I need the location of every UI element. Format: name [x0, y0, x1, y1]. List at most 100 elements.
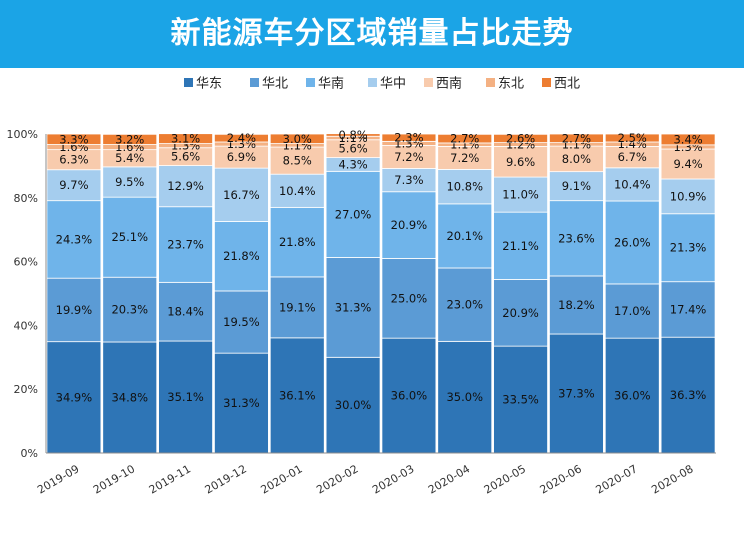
data-label: 31.3%: [335, 300, 372, 314]
x-tick-label: 2020-05: [482, 462, 528, 496]
data-label: 5.6%: [338, 142, 367, 156]
data-label: 23.6%: [558, 231, 595, 245]
legend-label-4: 华中: [380, 77, 406, 92]
bar-segment: [158, 165, 213, 208]
bar-segment: [549, 133, 604, 144]
bar-segment: [325, 170, 381, 258]
bar-segment: [604, 337, 660, 454]
bar-segment: [269, 276, 325, 339]
bar-segment: [549, 200, 604, 277]
bar-segment: [493, 279, 548, 347]
data-label: 36.0%: [614, 389, 651, 403]
data-label: 2.4%: [227, 131, 256, 145]
x-tick-label: 2020-01: [258, 462, 304, 496]
data-label: 10.9%: [670, 189, 707, 203]
legend-swatch-6: [486, 78, 495, 87]
data-label: 8.5%: [283, 154, 312, 168]
bar-segment: [325, 133, 381, 137]
data-label: 7.2%: [394, 150, 423, 164]
bar-segment: [660, 148, 716, 180]
x-tick-label: 2019-10: [91, 462, 137, 496]
data-label: 10.4%: [614, 177, 651, 191]
data-label: 17.0%: [614, 304, 651, 318]
bar-segment: [604, 133, 660, 143]
bar-segment: [269, 206, 325, 278]
data-label: 24.3%: [56, 232, 93, 246]
bar-segment: [604, 283, 660, 339]
data-label: 2.7%: [562, 131, 591, 145]
data-label: 9.6%: [506, 155, 535, 169]
data-label: 21.1%: [502, 239, 539, 253]
bar-segment: [158, 206, 213, 283]
data-label: 34.9%: [56, 390, 93, 404]
x-tick-label: 2020-04: [426, 462, 472, 496]
data-label: 2.6%: [506, 131, 535, 145]
data-label: 11.0%: [502, 188, 539, 202]
data-label: 35.0%: [446, 390, 483, 404]
bar-segment: [269, 337, 325, 454]
chart-title: 新能源车分区域销量占比走势: [0, 0, 744, 68]
legend-swatch-1: [184, 78, 193, 87]
bar-segment: [214, 133, 269, 143]
legend-swatch-3: [306, 78, 315, 87]
legend-label-7: 西北: [554, 77, 580, 92]
data-label: 7.3%: [394, 173, 423, 187]
legend-label-5: 西南: [436, 76, 462, 92]
bar-segment: [269, 133, 325, 144]
legend-swatch-7: [542, 78, 551, 87]
data-label: 21.8%: [279, 235, 316, 249]
data-label: 19.9%: [56, 303, 93, 317]
data-label: 3.2%: [115, 132, 144, 146]
legend-swatch-2: [250, 78, 259, 87]
data-label: 36.3%: [670, 388, 707, 402]
data-label: 9.5%: [115, 175, 144, 189]
bar-segment: [437, 133, 493, 144]
bar-segment: [437, 203, 493, 269]
bar-segment: [269, 146, 325, 175]
data-label: 2.3%: [394, 131, 423, 145]
data-label: 3.3%: [59, 132, 88, 146]
bar-segment: [437, 340, 493, 454]
data-label: 17.4%: [670, 302, 707, 316]
bar-segment: [493, 345, 548, 454]
bar-segment: [46, 169, 102, 202]
legend-swatch-4: [368, 78, 377, 87]
x-tick-label: 2020-03: [370, 462, 416, 496]
data-label: 35.1%: [167, 390, 204, 404]
data-label: 9.7%: [59, 178, 88, 192]
data-label: 6.7%: [618, 150, 647, 164]
x-tick-label: 2019-09: [35, 462, 81, 496]
data-label: 31.3%: [223, 396, 260, 410]
data-label: 25.0%: [391, 291, 428, 305]
bar-segment: [660, 281, 716, 338]
bar-segment: [381, 133, 437, 142]
bar-segment: [437, 267, 493, 342]
data-label: 30.0%: [335, 398, 372, 412]
legend-label-1: 华东: [196, 77, 222, 92]
data-label: 34.8%: [111, 390, 148, 404]
y-tick-label: 100%: [7, 128, 38, 141]
bar-segment: [437, 169, 493, 205]
data-label: 3.4%: [673, 132, 702, 146]
x-tick-label: 2020-08: [649, 462, 695, 496]
bar-segment: [102, 166, 158, 198]
data-label: 20.9%: [502, 306, 539, 320]
data-label: 27.0%: [335, 207, 372, 221]
y-tick-label: 20%: [14, 383, 38, 396]
data-label: 36.1%: [279, 388, 316, 402]
data-label: 4.3%: [338, 157, 367, 171]
data-label: 5.6%: [171, 150, 200, 164]
bar-segment: [660, 133, 716, 146]
bar-segment: [660, 213, 716, 283]
bar-segment: [214, 167, 269, 222]
data-label: 23.7%: [167, 238, 204, 252]
bar-segment: [46, 277, 102, 343]
data-label: 20.3%: [111, 303, 148, 317]
y-tick-label: 60%: [14, 256, 38, 269]
data-label: 23.0%: [446, 298, 483, 312]
data-label: 10.8%: [446, 180, 483, 194]
bar-segment: [493, 211, 548, 280]
data-label: 21.8%: [223, 249, 260, 263]
bar-segment: [269, 173, 325, 208]
bar-segment: [325, 356, 381, 454]
